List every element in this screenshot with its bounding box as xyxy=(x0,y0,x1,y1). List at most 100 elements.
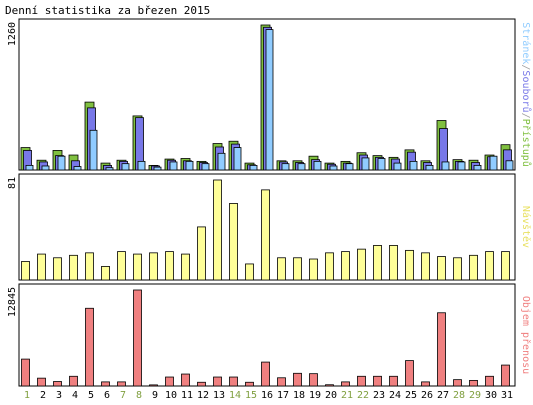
bar-stránek-day-31 xyxy=(505,160,514,171)
y-axis-max-label: 81 xyxy=(7,177,18,189)
bar-objem-přenosu-day-6 xyxy=(101,381,110,387)
bar-objem-přenosu-day-27 xyxy=(437,312,446,387)
bar-objem-přenosu-day-31 xyxy=(501,364,510,387)
x-tick-label-day-5: 5 xyxy=(88,390,94,401)
x-tick-label-day-29: 29 xyxy=(469,390,481,401)
bar-návštěv-day-12 xyxy=(197,226,206,281)
bar-návštěv-day-13 xyxy=(213,179,222,281)
bar-návštěv-day-10 xyxy=(165,251,174,281)
x-tick-label-day-19: 19 xyxy=(309,390,321,401)
bar-objem-přenosu-day-18 xyxy=(293,372,302,387)
bar-objem-přenosu-day-7 xyxy=(117,381,126,387)
panel-1: 1260 Stránek/Souborů/Přístupů xyxy=(7,18,532,171)
legend-part: Přístupů xyxy=(520,119,532,167)
bar-návštěv-day-26 xyxy=(421,252,430,281)
x-tick-label-day-10: 10 xyxy=(165,390,177,401)
bar-stránek-day-6 xyxy=(105,167,114,171)
bar-objem-přenosu-day-24 xyxy=(389,375,398,387)
x-tick-label-day-30: 30 xyxy=(485,390,497,401)
bar-stránek-day-26 xyxy=(425,164,434,171)
bar-návštěv-day-7 xyxy=(117,251,126,281)
bar-stránek-day-27 xyxy=(441,161,450,171)
bar-objem-přenosu-day-17 xyxy=(277,377,286,387)
x-tick-label-day-8: 8 xyxy=(136,390,142,401)
bar-objem-přenosu-day-3 xyxy=(53,381,62,387)
series-legend-label: Objem přenosu xyxy=(520,296,532,374)
panels-layer: 1260 Stránek/Souborů/Přístupů81Návštěv128… xyxy=(7,18,532,387)
x-tick-label-day-11: 11 xyxy=(181,390,193,401)
legend-part: Stránek xyxy=(520,22,532,64)
x-tick-label-day-27: 27 xyxy=(437,390,449,401)
bar-návštěv-day-5 xyxy=(85,252,94,281)
bar-návštěv-day-2 xyxy=(37,253,46,281)
bar-objem-přenosu-day-28 xyxy=(453,379,462,387)
x-tick-label-day-28: 28 xyxy=(453,390,465,401)
bar-návštěv-day-21 xyxy=(341,251,350,281)
x-tick-label-day-22: 22 xyxy=(357,390,369,401)
legend-part: Objem přenosu xyxy=(520,296,532,374)
bar-objem-přenosu-day-8 xyxy=(133,289,142,387)
x-tick-label-day-24: 24 xyxy=(389,390,401,401)
bar-stránek-day-8 xyxy=(137,160,146,171)
bar-objem-přenosu-day-11 xyxy=(181,373,190,387)
bar-stránek-day-10 xyxy=(169,161,178,171)
bar-stránek-day-17 xyxy=(281,163,290,171)
bar-stránek-day-4 xyxy=(73,166,82,171)
legend-part: Souborů xyxy=(520,70,532,112)
bar-návštěv-day-24 xyxy=(389,245,398,281)
bar-návštěv-day-8 xyxy=(133,253,142,281)
bar-stránek-day-9 xyxy=(153,166,162,171)
bar-stránek-day-21 xyxy=(345,163,354,171)
x-tick-label-day-16: 16 xyxy=(261,390,273,401)
bar-stránek-day-1 xyxy=(25,164,34,171)
bar-objem-přenosu-day-12 xyxy=(197,381,206,387)
x-tick-label-day-18: 18 xyxy=(293,390,305,401)
bar-objem-přenosu-day-21 xyxy=(341,381,350,387)
bar-stránek-day-16 xyxy=(265,29,274,171)
x-tick-label-day-21: 21 xyxy=(341,390,353,401)
bar-návštěv-day-15 xyxy=(245,263,254,281)
x-tick-label-day-13: 13 xyxy=(213,390,225,401)
y-axis-max-label: 1260 xyxy=(7,22,18,46)
bar-stránek-day-23 xyxy=(377,158,386,171)
bar-stránek-day-13 xyxy=(217,152,226,171)
x-tick-label-day-3: 3 xyxy=(56,390,62,401)
bar-objem-přenosu-day-5 xyxy=(85,307,94,387)
x-tick-label-day-15: 15 xyxy=(245,390,257,401)
bar-návštěv-day-23 xyxy=(373,245,382,281)
x-tick-label-day-25: 25 xyxy=(405,390,417,401)
bar-objem-přenosu-day-29 xyxy=(469,379,478,387)
bar-objem-přenosu-day-13 xyxy=(213,376,222,387)
bar-objem-přenosu-day-16 xyxy=(261,361,270,387)
bar-návštěv-day-11 xyxy=(181,253,190,281)
bar-návštěv-day-9 xyxy=(149,252,158,281)
bar-stránek-day-7 xyxy=(121,163,130,171)
bar-stránek-day-3 xyxy=(57,155,66,171)
panel-3: 12845 Objem přenosu xyxy=(7,283,532,387)
bar-objem-přenosu-day-30 xyxy=(485,375,494,387)
bar-návštěv-day-20 xyxy=(325,252,334,281)
series-legend-label: Stránek/Souborů/Přístupů xyxy=(520,22,532,167)
bar-návštěv-day-3 xyxy=(53,257,62,281)
bar-stránek-day-19 xyxy=(313,160,322,171)
bar-stránek-day-29 xyxy=(473,164,482,171)
legend-part: / xyxy=(520,113,531,119)
x-tick-label-day-12: 12 xyxy=(197,390,209,401)
x-tick-label-day-17: 17 xyxy=(277,390,289,401)
bar-stránek-day-2 xyxy=(41,165,50,171)
y-axis-max-label: 12845 xyxy=(7,287,18,317)
panel-2: 81 Návštěv xyxy=(7,173,532,281)
x-tick-label-day-1: 1 xyxy=(24,390,30,401)
bar-objem-přenosu-day-25 xyxy=(405,360,414,387)
bar-návštěv-day-14 xyxy=(229,203,238,281)
bar-objem-přenosu-day-26 xyxy=(421,381,430,387)
x-tick-label-day-7: 7 xyxy=(120,390,126,401)
x-tick-label-day-31: 31 xyxy=(501,390,513,401)
series-legend-label: Návštěv xyxy=(520,206,532,248)
bar-návštěv-day-27 xyxy=(437,256,446,281)
bar-návštěv-day-19 xyxy=(309,258,318,281)
legend-part: Návštěv xyxy=(520,206,532,248)
x-tick-label-day-2: 2 xyxy=(40,390,46,401)
bar-návštěv-day-31 xyxy=(501,251,510,281)
